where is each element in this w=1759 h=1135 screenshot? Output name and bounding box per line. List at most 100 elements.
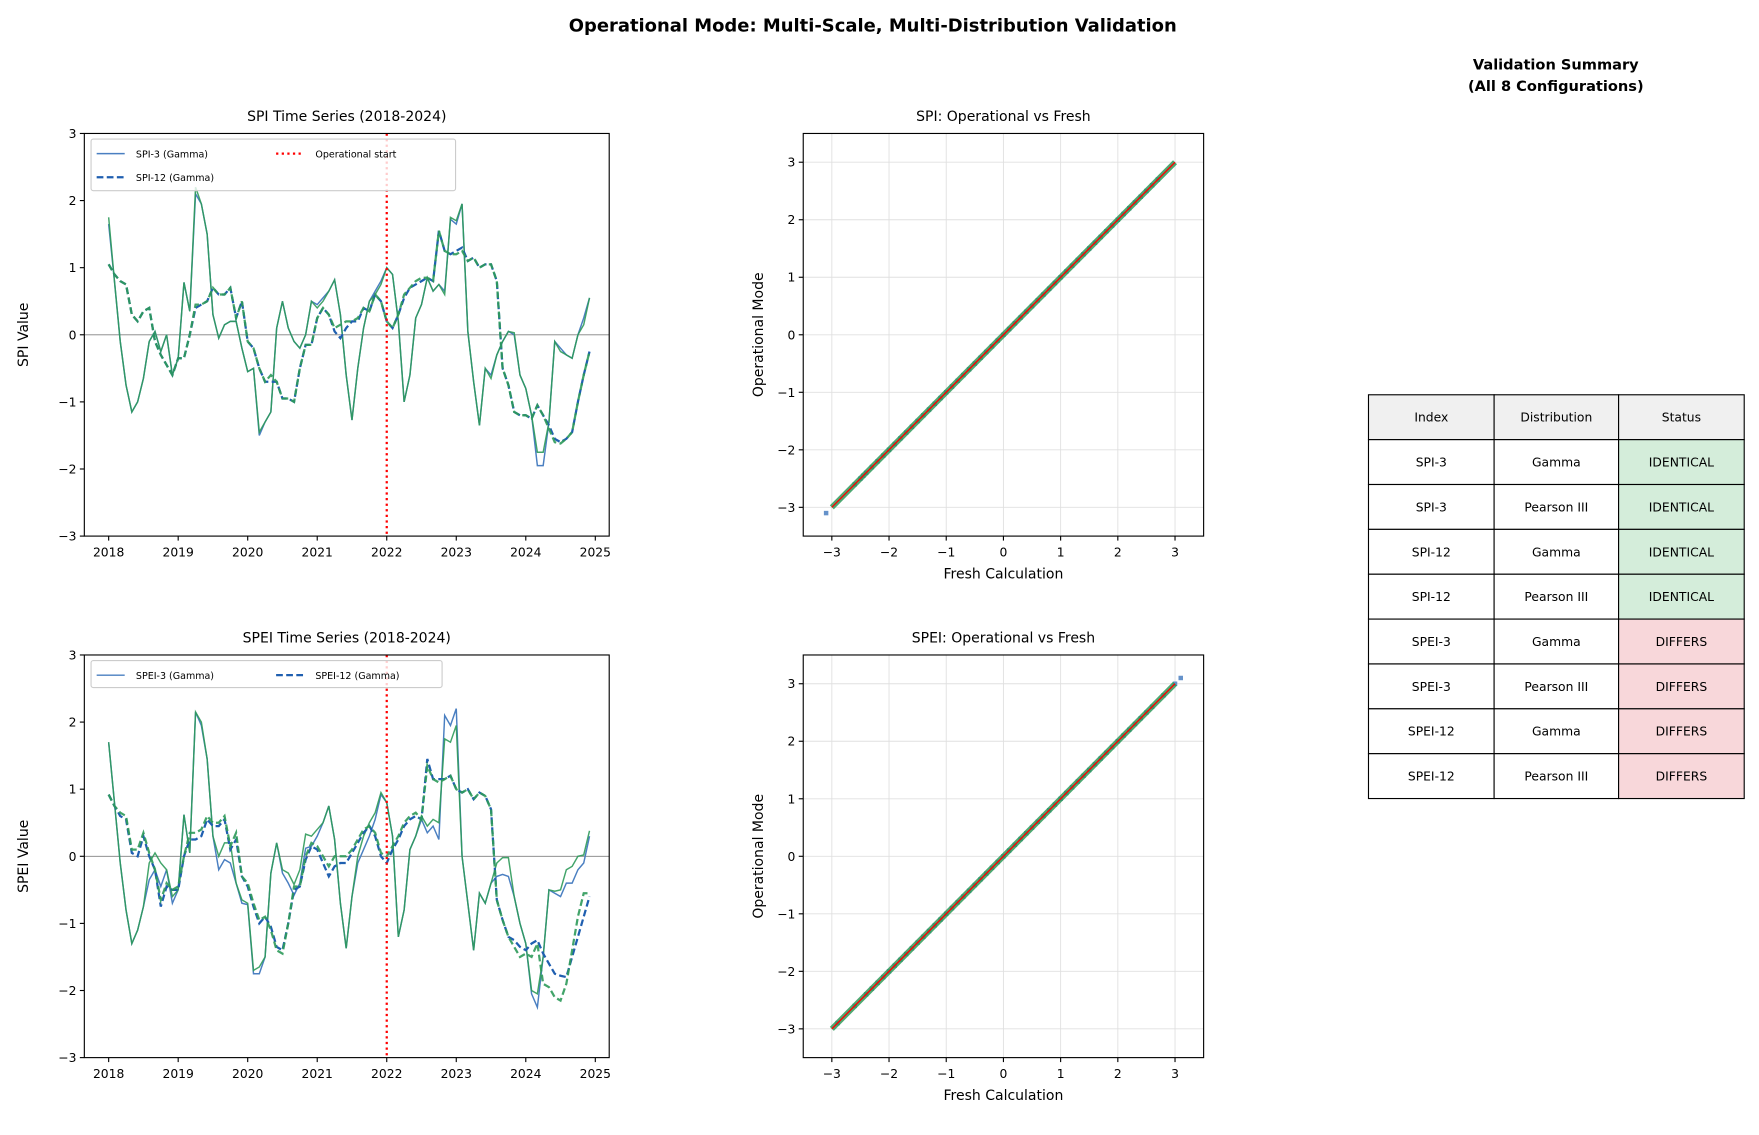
y-tick-label: 2 [788, 735, 796, 749]
table-cell [1618, 708, 1745, 755]
y-tick-label: 3 [788, 677, 796, 691]
table-cell [1367, 663, 1495, 710]
legend-label: Operational start [315, 150, 396, 161]
panel-title: SPI Time Series (2018-2024) [247, 109, 446, 125]
y-tick-label: 0 [69, 328, 77, 342]
x-tick-label: −1 [937, 1067, 955, 1081]
y-tick-label: 0 [69, 850, 77, 864]
y-tick-label: −1 [58, 395, 76, 409]
y-tick-label: −3 [777, 1022, 795, 1036]
table-cell [1493, 753, 1620, 800]
validation-summary-table: Validation Summary (All 8 Configurations… [1367, 57, 1745, 800]
axes-frame [83, 654, 610, 1059]
legend-label: SPEI-3 (Gamma) [136, 671, 214, 682]
panel-title: SPEI Time Series (2018-2024) [243, 631, 451, 647]
x-tick-label: 3 [1171, 1067, 1179, 1081]
table-title-line1: Validation Summary [1473, 57, 1639, 74]
status-badge: IDENTICAL [1649, 456, 1714, 470]
x-tick-label: 0 [1000, 1067, 1008, 1081]
x-tick-label: −1 [937, 545, 955, 559]
y-tick-label: −3 [58, 530, 76, 544]
x-tick-label: 2 [1114, 1067, 1122, 1081]
table-cell-text: Gamma [1532, 545, 1581, 559]
table-cell [1618, 663, 1745, 710]
table-header-cell [1493, 394, 1620, 441]
table-cell [1493, 618, 1620, 665]
x-tick-label: 2025 [580, 1067, 611, 1081]
table-cell-text: SPEI-3 [1412, 635, 1451, 649]
x-tick-label: 2024 [510, 545, 542, 559]
table-cell-text: SPI-12 [1412, 545, 1451, 559]
y-tick-label: −1 [777, 386, 795, 400]
x-axis-label: Fresh Calculation [944, 1088, 1064, 1104]
x-tick-label: 2019 [162, 1067, 193, 1081]
x-tick-label: 2019 [162, 545, 193, 559]
y-axis-label: SPI Value [16, 303, 32, 367]
table-cell [1618, 483, 1745, 530]
x-tick-label: −3 [823, 1067, 841, 1081]
y-tick-label: −1 [777, 907, 795, 921]
x-tick-label: 2018 [93, 1067, 124, 1081]
status-badge: DIFFERS [1656, 680, 1708, 694]
legend-label: SPEI-12 (Gamma) [315, 671, 399, 682]
series-line-spi-12-fresh [107, 230, 591, 445]
x-tick-label: 2 [1114, 545, 1122, 559]
table-cell-text: Gamma [1532, 635, 1581, 649]
table-cell [1618, 753, 1745, 800]
y-tick-label: 2 [788, 213, 796, 227]
series-line-spei-12-fresh [107, 761, 590, 1003]
y-tick-label: 1 [788, 271, 796, 285]
y-tick-label: 1 [69, 261, 77, 275]
table-header-label: Distribution [1520, 411, 1592, 425]
y-axis-label: Operational Mode [751, 794, 767, 919]
table-cell [1618, 618, 1745, 665]
table-header-cell [1367, 394, 1495, 441]
table-cell [1367, 708, 1495, 755]
y-tick-label: −2 [777, 443, 795, 457]
table-cell [1367, 753, 1495, 800]
panel-title: SPEI: Operational vs Fresh [912, 631, 1095, 647]
y-tick-label: 1 [69, 783, 77, 797]
legend-box [90, 138, 457, 192]
table-cell [1367, 439, 1495, 486]
table-cell-text: Pearson III [1524, 590, 1588, 604]
y-tick-label: 0 [788, 850, 796, 864]
table-header-label: Status [1662, 411, 1701, 425]
y-tick-label: 3 [788, 156, 796, 170]
x-tick-label: 2020 [232, 545, 264, 559]
y-tick-label: −2 [58, 462, 76, 476]
y-tick-label: −3 [58, 1051, 76, 1065]
one-to-one-line [831, 683, 1176, 1030]
table-header-cell [1618, 394, 1745, 441]
x-tick-label: 3 [1171, 545, 1179, 559]
x-tick-label: −3 [823, 545, 841, 559]
table-cell [1618, 528, 1745, 575]
y-tick-label: 3 [69, 127, 77, 141]
y-tick-label: 3 [69, 648, 77, 662]
table-cell [1493, 573, 1620, 620]
y-tick-label: 0 [788, 328, 796, 342]
panel-title: SPI: Operational vs Fresh [916, 109, 1091, 125]
table-cell-text: Gamma [1532, 456, 1581, 470]
x-tick-label: 2024 [510, 1067, 542, 1081]
table-cell-text: SPI-3 [1416, 500, 1447, 514]
y-tick-label: 1 [788, 792, 796, 806]
spi-scatter-panel: SPI: Operational vs Fresh −3 −2 −1 0 1 2 3 −3 −2 −… [751, 109, 1205, 583]
x-tick-label: 0 [1000, 545, 1008, 559]
status-badge: DIFFERS [1656, 725, 1708, 739]
table-cell-text: SPEI-12 [1408, 725, 1455, 739]
y-tick-label: −2 [777, 965, 795, 979]
status-badge: DIFFERS [1656, 770, 1708, 784]
one-to-one-line [831, 161, 1176, 508]
x-tick-label: 2023 [441, 1067, 472, 1081]
legend-box [90, 660, 443, 689]
y-tick-label: −1 [58, 917, 76, 931]
x-tick-label: 2018 [93, 545, 124, 559]
x-tick-label: 2021 [302, 1067, 333, 1081]
axes-frame [83, 132, 610, 537]
table-cell-text: SPI-12 [1412, 590, 1451, 604]
table-cell-text: SPEI-3 [1412, 680, 1451, 694]
x-tick-label: 2022 [371, 1067, 402, 1081]
legend-label: SPI-12 (Gamma) [136, 173, 214, 184]
